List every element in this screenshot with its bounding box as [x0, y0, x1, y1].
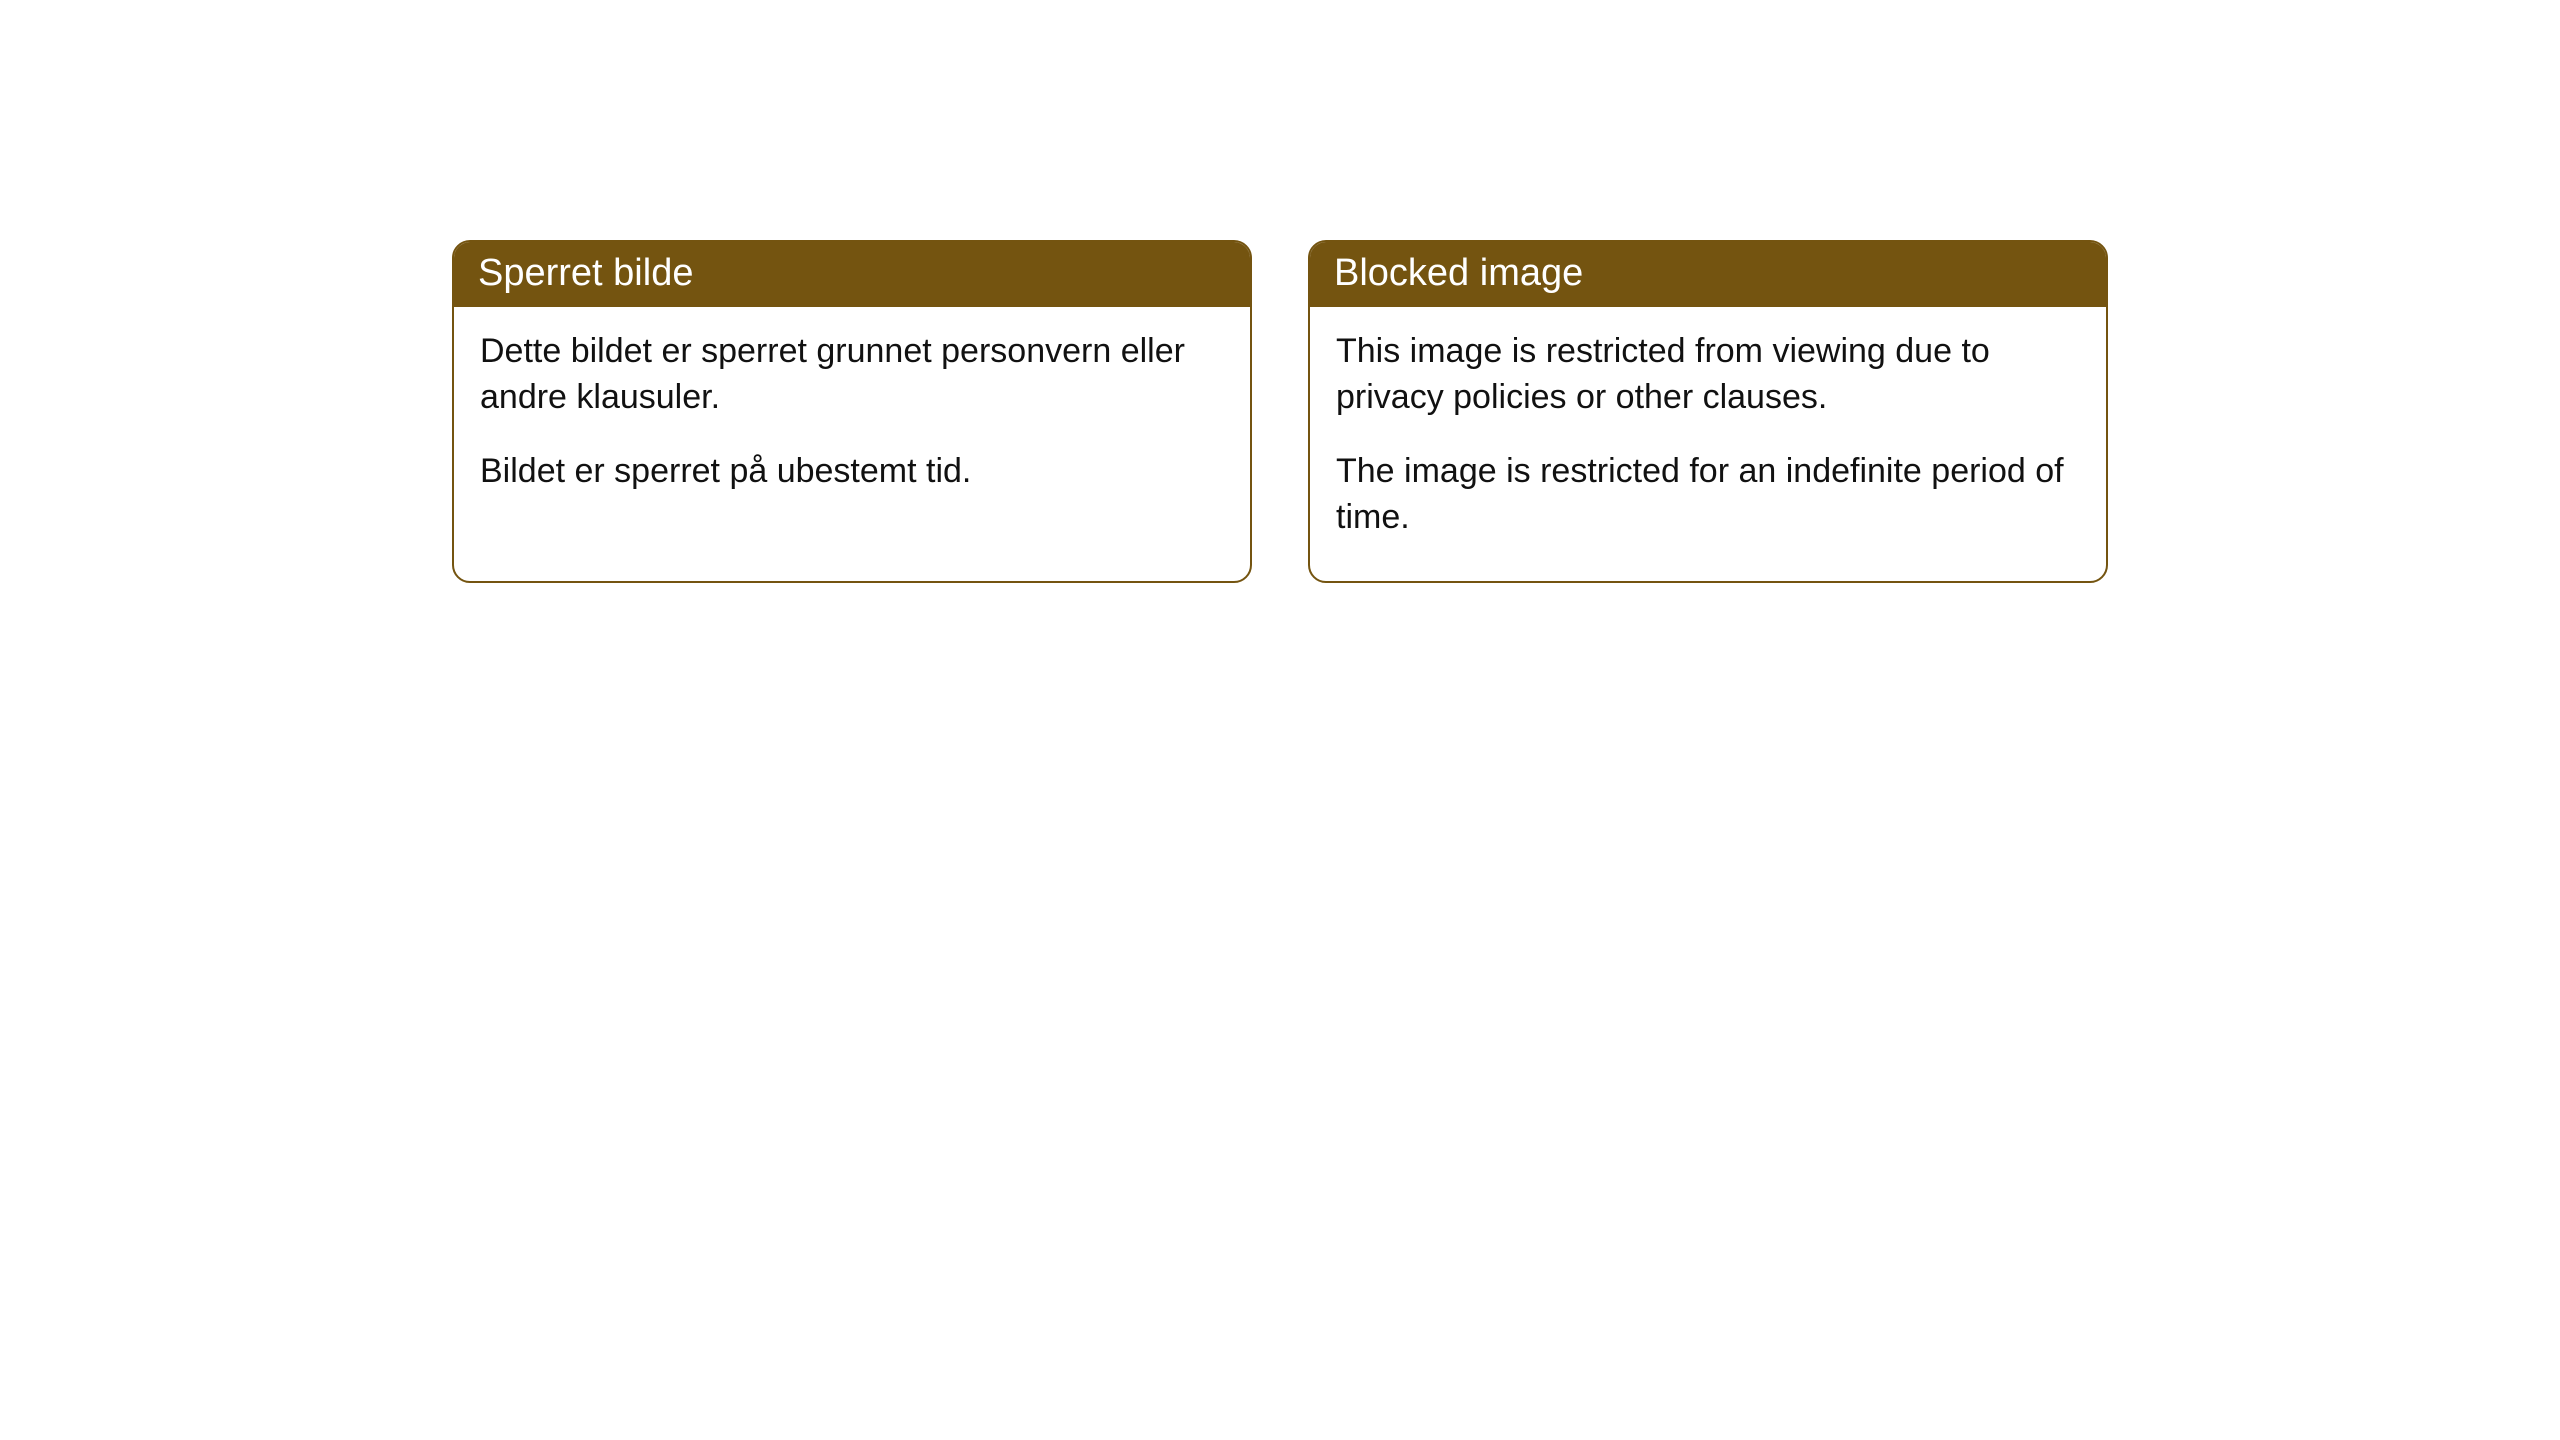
- card-title: Sperret bilde: [454, 242, 1250, 307]
- card-body: This image is restricted from viewing du…: [1310, 307, 2106, 581]
- card-english: Blocked image This image is restricted f…: [1308, 240, 2108, 583]
- card-container: Sperret bilde Dette bildet er sperret gr…: [0, 240, 2560, 583]
- card-title: Blocked image: [1310, 242, 2106, 307]
- card-paragraph: Bildet er sperret på ubestemt tid.: [480, 449, 1224, 495]
- card-body: Dette bildet er sperret grunnet personve…: [454, 307, 1250, 535]
- card-paragraph: This image is restricted from viewing du…: [1336, 329, 2080, 421]
- card-paragraph: The image is restricted for an indefinit…: [1336, 449, 2080, 541]
- card-paragraph: Dette bildet er sperret grunnet personve…: [480, 329, 1224, 421]
- card-norwegian: Sperret bilde Dette bildet er sperret gr…: [452, 240, 1252, 583]
